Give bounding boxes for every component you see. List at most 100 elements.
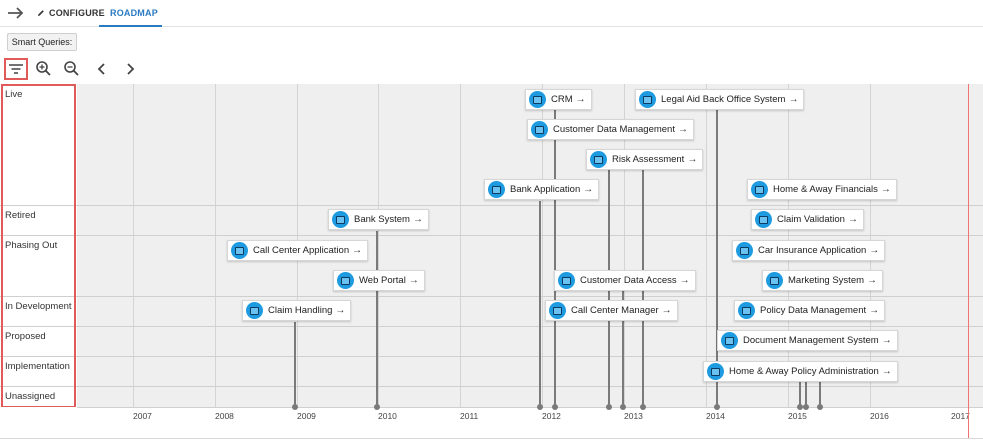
year-gridline [624, 84, 625, 407]
pencil-icon [38, 10, 44, 16]
top-nav-bar: CONFIGURE ROADMAP [0, 0, 983, 27]
application-icon [246, 302, 263, 319]
arrow-right-icon: → [881, 366, 892, 377]
app-card-claim-validation[interactable]: Claim Validation → [751, 209, 864, 230]
app-card-customer-data-management[interactable]: Customer Data Management → [527, 119, 694, 140]
lane-label-in-development: In Development [5, 301, 72, 312]
year-label: 2011 [460, 411, 479, 421]
tab-roadmap[interactable]: ROADMAP [110, 8, 158, 18]
lane-label-live: Live [5, 89, 23, 100]
lane-separator [0, 356, 983, 357]
bottom-divider [0, 438, 983, 439]
arrow-right-icon: → [687, 154, 698, 165]
timeline-dot [817, 404, 823, 410]
application-icon [332, 211, 349, 228]
filter-button[interactable] [4, 58, 28, 80]
app-card-label: Web Portal [359, 275, 406, 286]
application-icon [529, 91, 546, 108]
chevron-left-icon [97, 63, 105, 75]
zoom-out-icon [64, 61, 79, 76]
app-card-call-center-application[interactable]: Call Center Application → [227, 240, 369, 261]
app-card-bank-system[interactable]: Bank System → [328, 209, 429, 230]
scroll-left-button[interactable] [92, 59, 114, 79]
app-card-document-management-system[interactable]: Document Management System → [717, 330, 898, 351]
arrow-right-icon: → [847, 214, 858, 225]
timeline-stem [622, 291, 624, 406]
app-card-label: Call Center Manager [571, 305, 659, 316]
app-card-label: CRM [551, 94, 573, 105]
timeline-stem [819, 382, 821, 406]
lane-label-retired: Retired [5, 210, 36, 221]
app-card-label: Marketing System [788, 275, 865, 286]
app-card-legal-aid-back-office-system[interactable]: Legal Aid Back Office System → [635, 89, 805, 110]
application-icon [707, 363, 724, 380]
app-card-customer-data-access[interactable]: Customer Data Access → [554, 270, 696, 291]
app-card-label: Claim Handling [268, 305, 333, 316]
year-gridline [133, 84, 134, 407]
timeline-stem [799, 382, 801, 406]
chevron-right-icon [127, 63, 135, 75]
app-card-car-insurance-application[interactable]: Car Insurance Application → [732, 240, 886, 261]
tab-configure-label: CONFIGURE [49, 8, 105, 18]
axis-spacer [0, 407, 77, 439]
timeline-dot [640, 404, 646, 410]
timeline-dot [292, 404, 298, 410]
app-card-label: Bank System [354, 214, 410, 225]
app-card-label: Customer Data Management [553, 124, 675, 135]
timeline-stem [376, 231, 378, 406]
application-icon [337, 272, 354, 289]
year-axis [77, 407, 983, 439]
today-marker-line [968, 84, 969, 439]
year-label: 2008 [215, 411, 234, 421]
zoom-out-button[interactable] [62, 59, 84, 79]
year-label: 2015 [788, 411, 807, 421]
smart-queries-button[interactable]: Smart Queries: [7, 33, 77, 51]
year-label: 2012 [542, 411, 561, 421]
scroll-right-button[interactable] [120, 59, 142, 79]
application-icon [721, 332, 738, 349]
application-icon [736, 242, 753, 259]
active-tab-indicator [99, 25, 162, 27]
application-icon [590, 151, 607, 168]
lane-separator [0, 296, 983, 297]
year-gridline [706, 84, 707, 407]
timeline-stem [294, 322, 296, 406]
timeline-dot [714, 404, 720, 410]
app-card-marketing-system[interactable]: Marketing System → [762, 270, 884, 291]
lane-label-unassigned: Unassigned [5, 391, 56, 402]
app-card-policy-data-management[interactable]: Policy Data Management → [734, 300, 886, 321]
arrow-right-icon: → [408, 275, 419, 286]
filter-icon [9, 64, 23, 74]
lane-label-proposed: Proposed [5, 331, 46, 342]
lane-label-phasing-out: Phasing Out [5, 240, 58, 251]
application-icon [766, 272, 783, 289]
app-card-home-away-policy-administration[interactable]: Home & Away Policy Administration → [703, 361, 898, 382]
app-card-home-away-financials[interactable]: Home & Away Financials → [747, 179, 897, 200]
app-card-risk-assessment[interactable]: Risk Assessment → [586, 149, 704, 170]
arrow-right-icon: → [869, 305, 880, 316]
arrow-right-icon: → [575, 94, 586, 105]
application-icon [751, 181, 768, 198]
year-label: 2017 [951, 411, 970, 421]
arrow-right-icon: → [869, 245, 880, 256]
back-arrow-icon[interactable] [6, 4, 26, 22]
arrow-right-icon: → [880, 184, 891, 195]
app-card-label: Home & Away Policy Administration [729, 366, 879, 377]
app-card-crm[interactable]: CRM → [525, 89, 592, 110]
app-card-label: Customer Data Access [580, 275, 677, 286]
app-card-call-center-manager[interactable]: Call Center Manager → [545, 300, 678, 321]
tab-configure[interactable]: CONFIGURE [37, 8, 105, 18]
zoom-in-button[interactable] [34, 59, 56, 79]
timeline-dot [620, 404, 626, 410]
year-gridline [378, 84, 379, 407]
app-card-label: Call Center Application [253, 245, 350, 256]
app-card-label: Claim Validation [777, 214, 845, 225]
app-card-bank-application[interactable]: Bank Application → [484, 179, 600, 200]
timeline-dot [797, 404, 803, 410]
arrow-right-icon: → [677, 124, 688, 135]
lane-label-implementation: Implementation [5, 361, 70, 372]
app-card-label: Legal Aid Back Office System [661, 94, 786, 105]
app-card-claim-handling[interactable]: Claim Handling → [242, 300, 352, 321]
app-card-web-portal[interactable]: Web Portal → [333, 270, 425, 291]
timeline-dot [552, 404, 558, 410]
